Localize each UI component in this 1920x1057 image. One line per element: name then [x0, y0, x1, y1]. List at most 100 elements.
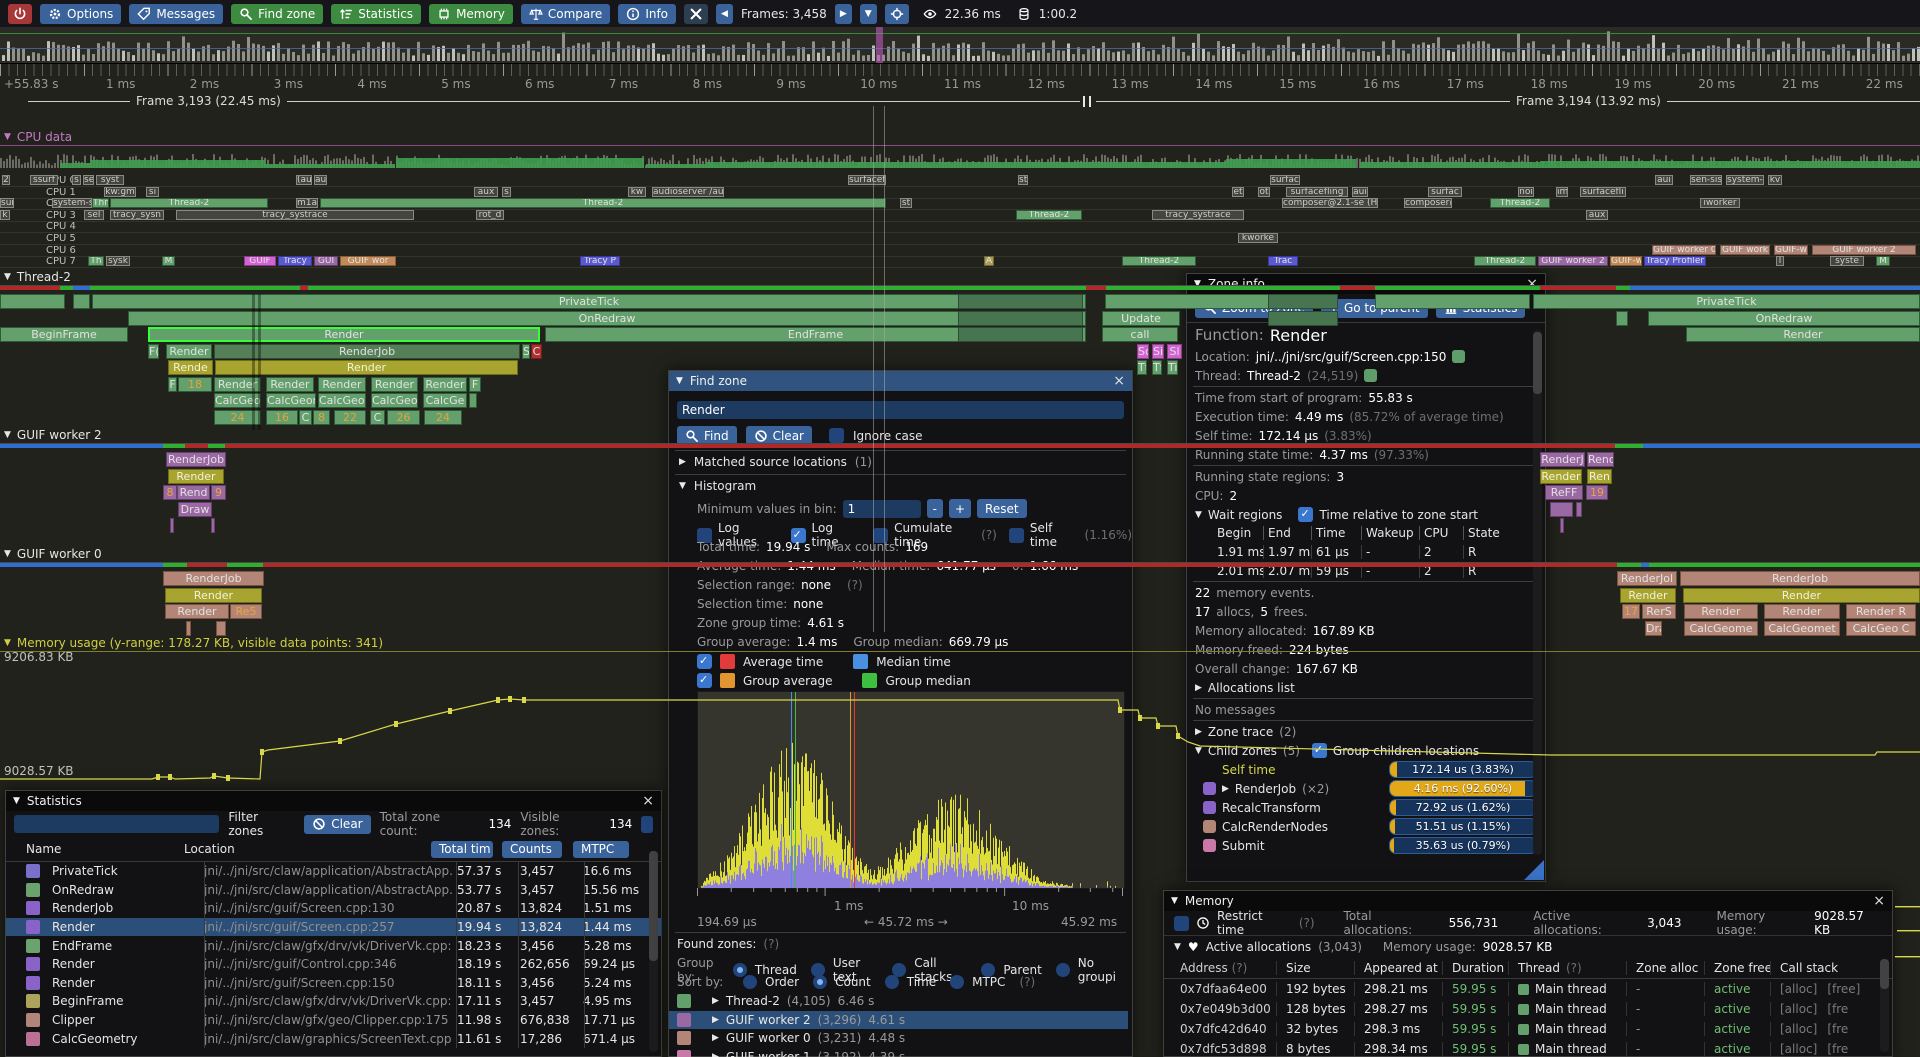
focus-frame-button[interactable]: [885, 4, 909, 24]
timeline-zone-surfac[interactable]: surfac: [1428, 187, 1462, 197]
timeline-zone-audioserver-audio[interactable]: audioserver /audio: [652, 187, 724, 197]
options-button[interactable]: Options: [40, 4, 121, 24]
timeline-zone[interactable]: [1268, 311, 1338, 326]
timeline-zone-ren[interactable]: Ren: [1587, 469, 1612, 484]
timeline-zone-22[interactable]: 22: [334, 410, 366, 425]
timeline-zone-8[interactable]: 8: [163, 485, 177, 500]
timeline-zone-rers[interactable]: RerS: [1642, 604, 1676, 619]
timeline-zone-render[interactable]: Render: [1620, 588, 1676, 603]
compare-button[interactable]: Compare: [521, 4, 610, 24]
statistics-button[interactable]: Statistics: [331, 4, 421, 24]
prev-frame-button[interactable]: ◀: [716, 4, 733, 24]
timeline-zone-au[interactable]: au: [314, 175, 327, 185]
timeline-zone-thre[interactable]: Thre: [92, 198, 109, 208]
power-button[interactable]: [8, 4, 32, 24]
timeline-zone-rende[interactable]: Rende: [168, 360, 213, 375]
timeline-zone[interactable]: [186, 621, 191, 636]
timeline-zone-kw[interactable]: kw: [628, 187, 646, 197]
timeline-zone-sel[interactable]: sel: [84, 210, 104, 220]
timeline-zone-c[interactable]: C: [531, 344, 542, 359]
timeline-zone-16[interactable]: 16: [266, 410, 298, 425]
timeline-zone-f[interactable]: F: [168, 377, 177, 392]
timeline-zone-syst[interactable]: syst: [96, 175, 124, 185]
memory-button[interactable]: Memory: [429, 4, 513, 24]
timeline-zone[interactable]: [1375, 294, 1530, 309]
timeline-zone-render[interactable]: Render: [1684, 604, 1758, 619]
timeline-zone-st[interactable]: st: [900, 198, 912, 208]
timeline-zone-a[interactable]: A: [984, 256, 994, 266]
timeline-zone[interactable]: [958, 327, 1083, 342]
timeline-zone-s[interactable]: s: [502, 187, 511, 197]
timeline-zone-guif-worker-2[interactable]: GUIF worker 2: [1812, 245, 1916, 255]
timeline-zone[interactable]: [1268, 294, 1338, 309]
timeline-zone-aux[interactable]: aux: [1586, 210, 1608, 220]
timeline-zone-surfacefling[interactable]: surfacefling: [1286, 187, 1348, 197]
tools-button[interactable]: [684, 4, 708, 24]
timeline-zone-tracy[interactable]: Tracy: [278, 256, 312, 266]
timeline-zone-19[interactable]: 19: [1586, 485, 1608, 500]
timeline-zone-ssurf[interactable]: ssurf: [30, 175, 58, 185]
timeline-zone-renderjob[interactable]: RenderJob: [166, 452, 226, 467]
timeline-zone-26[interactable]: 26: [387, 410, 420, 425]
cpu-data-section-header[interactable]: ▼CPU data: [4, 130, 72, 144]
next-frame-button[interactable]: ▶: [835, 4, 852, 24]
timeline-zone[interactable]: [1560, 518, 1564, 533]
timeline-zone-24[interactable]: 24: [424, 410, 462, 425]
timeline-zone-m1a[interactable]: m1a: [296, 198, 318, 208]
timeline-zone-2[interactable]: 2: [2, 175, 10, 185]
timeline-zone-rend[interactable]: Rend: [1587, 452, 1614, 467]
timeline-zone-privatetick[interactable]: PrivateTick: [92, 294, 1086, 309]
timeline-zone[interactable]: [0, 294, 65, 309]
timeline-zone-gui[interactable]: GUI: [314, 256, 338, 266]
timeline-zone-guif-worker-2[interactable]: GUIF worker 2: [1538, 256, 1608, 266]
timeline-zone-guif-wor[interactable]: GUIF wor: [340, 256, 396, 266]
timeline-zone-sen-sis[interactable]: sen-sis: [1690, 175, 1722, 185]
timeline-zone-aui[interactable]: aui: [1655, 175, 1673, 185]
timeline-zone-tracy-profiler[interactable]: Tracy Profiler: [1644, 256, 1706, 266]
thread-section-header-thread-2[interactable]: ▼Thread-2: [4, 270, 71, 284]
timeline-zone-s[interactable]: s: [72, 175, 81, 185]
timeline-zone-system-s[interactable]: system-s: [1726, 175, 1764, 185]
timeline-zone-noi[interactable]: noi: [1518, 187, 1534, 197]
timeline-zone-render[interactable]: Render: [148, 327, 540, 342]
timeline-zone-surfac[interactable]: surfac: [1270, 175, 1300, 185]
timeline-zone-sl[interactable]: Sl: [1167, 344, 1182, 359]
timeline-zone[interactable]: [469, 393, 477, 408]
timeline-zone-17[interactable]: 17: [1622, 604, 1640, 619]
timeline-zone-guif[interactable]: GUIF: [244, 256, 276, 266]
timeline-zone-rot-d[interactable]: rot_d: [476, 210, 504, 220]
timeline-zone[interactable]: [958, 311, 1083, 326]
timeline-zone-surfa[interactable]: surfa: [0, 198, 14, 208]
timeline-zone-render[interactable]: Render: [1686, 327, 1920, 342]
timeline-zone-th[interactable]: Th: [88, 256, 104, 266]
timeline-zone-aui[interactable]: aui: [1352, 187, 1368, 197]
timeline-zone-renderj[interactable]: RenderJ: [1540, 452, 1585, 467]
timeline-zone-tracy-systrace[interactable]: tracy_systrace: [176, 210, 414, 220]
thread-section-header-guif-worker-2[interactable]: ▼GUIF worker 2: [4, 428, 102, 442]
timeline-zone-renderjol[interactable]: RenderJol: [1617, 571, 1677, 586]
timeline-zone-syste[interactable]: syste: [1830, 256, 1864, 266]
timeline-zone-si[interactable]: si: [146, 187, 159, 197]
timeline-zone-calcgeome[interactable]: CalcGeome: [266, 393, 316, 408]
timeline-zone--au[interactable]: (au: [296, 175, 312, 185]
timeline-zone-st[interactable]: st: [1018, 175, 1028, 185]
timeline-zone-sc[interactable]: Sc: [1137, 344, 1149, 359]
find-zone-button[interactable]: Find zone: [231, 4, 323, 24]
timeline-zone-update[interactable]: Update: [1102, 311, 1180, 326]
timeline-zone-trac[interactable]: Trac: [1268, 256, 1298, 266]
timeline-zone-kworke[interactable]: kworke: [1238, 233, 1278, 243]
timeline-zone-8[interactable]: 8: [313, 410, 330, 425]
timeline-zone-thread-2[interactable]: Thread-2: [1016, 210, 1082, 220]
timeline-zone-renderjob[interactable]: RenderJob: [1680, 571, 1920, 586]
timeline-zone-call[interactable]: call: [1102, 327, 1178, 342]
timeline-zone-thread-2[interactable]: Thread-2: [110, 198, 268, 208]
timeline-zone-s[interactable]: S: [522, 344, 530, 359]
timeline-zone-render[interactable]: Render: [1540, 469, 1582, 484]
timeline-zone-si[interactable]: Si: [1152, 344, 1164, 359]
thread-section-header-guif-worker-0[interactable]: ▼GUIF worker 0: [4, 547, 102, 561]
timeline-zone[interactable]: [73, 294, 90, 309]
timeline-zone-guif-w[interactable]: GUIF-w: [1774, 245, 1808, 255]
timeline-zone[interactable]: [211, 518, 215, 533]
timeline-zone-thread-2[interactable]: Thread-2: [1122, 256, 1196, 266]
timeline-zone-se[interactable]: se: [83, 175, 94, 185]
